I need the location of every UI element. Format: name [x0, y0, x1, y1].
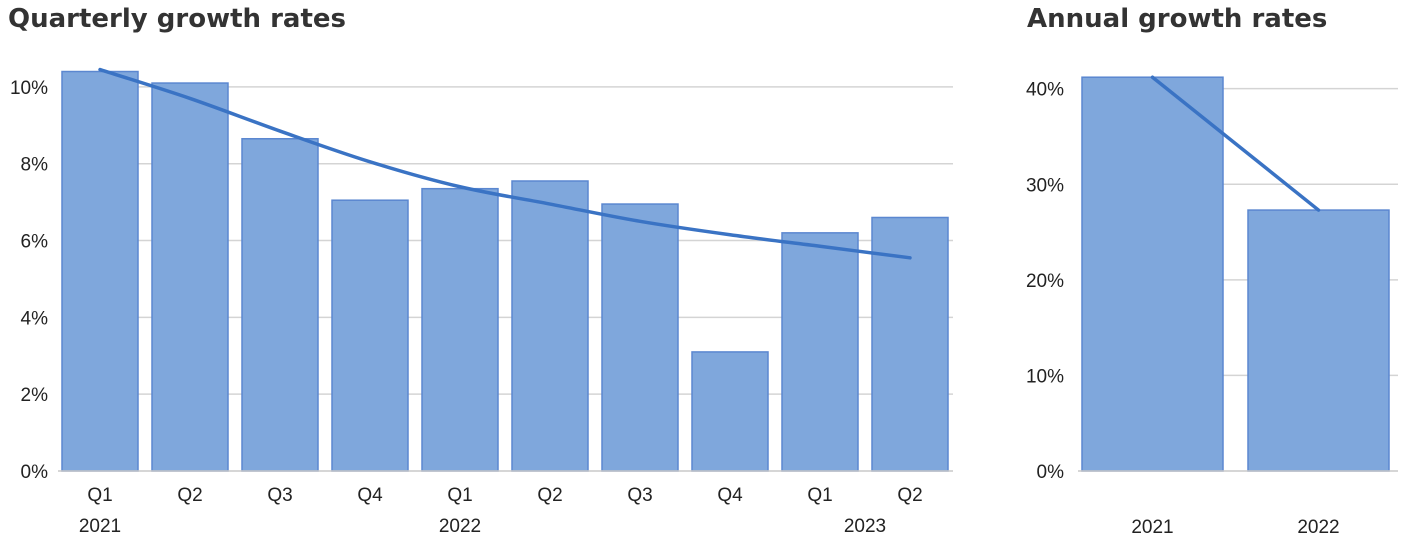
annual-y-tick-label: 30% [1026, 175, 1064, 196]
quarterly-y-tick-label: 8% [21, 155, 49, 176]
quarterly-bar [421, 187, 499, 472]
quarterly-x-tick-label: Q3 [267, 485, 292, 506]
quarterly-x-tick-label: Q4 [717, 485, 743, 506]
quarterly-bar [331, 199, 409, 472]
annual-chart: 0% 10% 20% 30% 40% 2021 2022 [1026, 75, 1398, 538]
annual-y-tick-label: 0% [1037, 462, 1065, 483]
quarterly-x-tick-label: Q3 [627, 485, 652, 506]
annual-y-tick-label: 20% [1026, 271, 1064, 292]
quarterly-x-tick-label: Q1 [807, 485, 832, 506]
quarterly-x-tick-label: Q2 [537, 485, 562, 506]
annual-chart-title: Annual growth rates [1027, 4, 1328, 34]
quarterly-y-tick-label: 0% [21, 462, 49, 483]
quarterly-trend-line [98, 67, 912, 260]
annual-trend-line [1150, 75, 1321, 212]
quarterly-y-tick-label: 10% [10, 78, 48, 99]
quarterly-year-group-label: 2023 [844, 516, 886, 537]
quarterly-chart: 0% 2% 4% 6% 8% 10% Q1 Q2 Q3 Q4 Q1 Q2 Q3 Q4 Q1 Q2 2021 202… [10, 67, 953, 537]
quarterly-bar [601, 203, 679, 472]
annual-y-tick-label: 10% [1026, 366, 1064, 387]
quarterly-y-tick-label: 2% [21, 385, 49, 406]
quarterly-x-tick-label: Q2 [177, 485, 202, 506]
quarterly-bar [691, 351, 769, 472]
annual-bar [1081, 76, 1224, 472]
quarterly-bar [151, 82, 229, 472]
annual-bar [1247, 209, 1390, 472]
annual-x-tick-label: 2021 [1131, 517, 1173, 538]
quarterly-chart-title: Quarterly growth rates [8, 4, 346, 34]
quarterly-bar [871, 216, 949, 472]
quarterly-year-group-label: 2022 [439, 516, 481, 537]
quarterly-x-tick-label: Q2 [897, 485, 922, 506]
quarterly-bar [61, 70, 139, 472]
quarterly-x-tick-label: Q1 [447, 485, 472, 506]
quarterly-x-tick-label: Q1 [87, 485, 112, 506]
annual-x-tick-label: 2022 [1297, 517, 1339, 538]
quarterly-year-group-label: 2021 [79, 516, 121, 537]
quarterly-bar [511, 180, 589, 472]
quarterly-x-tick-label: Q4 [357, 485, 383, 506]
quarterly-bar [241, 137, 319, 472]
quarterly-y-tick-label: 4% [21, 308, 49, 329]
annual-y-tick-label: 40% [1026, 80, 1064, 101]
quarterly-bar [781, 232, 859, 472]
quarterly-y-tick-label: 6% [21, 232, 49, 253]
